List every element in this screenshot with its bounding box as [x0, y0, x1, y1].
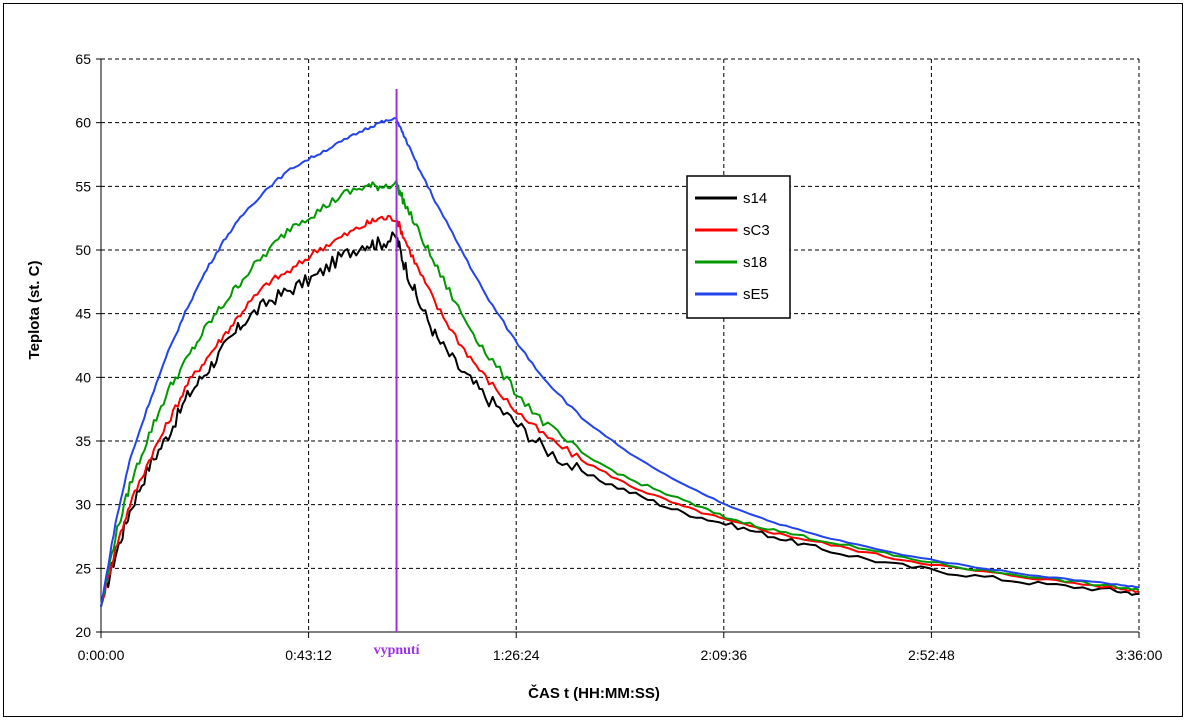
- legend: s14 sC3 s18 sE5: [686, 175, 791, 319]
- grid: [101, 58, 1140, 632]
- axes: 20 25 30 35 40 45 50 55 60 65 0:00:00 0:43:12 1:26:2…: [75, 51, 1162, 663]
- y-tick-label: 50: [75, 242, 91, 258]
- series-line-s14: [100, 231, 1140, 607]
- y-tick-label: 55: [75, 178, 91, 194]
- x-tick-label: 0:43:12: [285, 647, 332, 663]
- line-chart: 20 25 30 35 40 45 50 55 60 65 0:00:00 0:43:12 1:26:2…: [26, 51, 1163, 702]
- y-tick-label: 35: [75, 433, 91, 449]
- series-line-sC3: [100, 214, 1140, 607]
- y-tick-label: 60: [75, 115, 91, 131]
- x-tick-label: 1:26:24: [493, 647, 540, 663]
- annotation-label: vypnutí: [374, 643, 421, 658]
- legend-label-s18: s18: [743, 254, 767, 271]
- series-layer: [100, 117, 1140, 607]
- series-line-s18: [100, 179, 1140, 607]
- chart-frame: 20 25 30 35 40 45 50 55 60 65 0:00:00 0:43:12 1:26:2…: [3, 3, 1183, 717]
- y-tick-label: 30: [75, 497, 91, 513]
- legend-label-sE5: sE5: [743, 286, 769, 303]
- y-axis-title: Teplota (st. C): [26, 261, 43, 360]
- x-axis-title: ČAS t (HH:MM:SS): [528, 684, 660, 702]
- x-tick-label: 2:09:36: [700, 647, 747, 663]
- y-tick-label: 45: [75, 306, 91, 322]
- x-tick-label: 2:52:48: [908, 647, 955, 663]
- y-tick-label: 65: [75, 51, 91, 67]
- annotation-layer: vypnutí: [374, 89, 421, 658]
- x-tick-label: 0:00:00: [78, 647, 125, 663]
- legend-label-s14: s14: [743, 190, 767, 207]
- legend-label-sC3: sC3: [743, 222, 770, 239]
- x-tick-label: 3:36:00: [1116, 647, 1163, 663]
- y-tick-label: 20: [75, 624, 91, 640]
- y-tick-label: 40: [75, 369, 91, 385]
- y-tick-label: 25: [75, 560, 91, 576]
- series-line-sE5: [100, 117, 1140, 607]
